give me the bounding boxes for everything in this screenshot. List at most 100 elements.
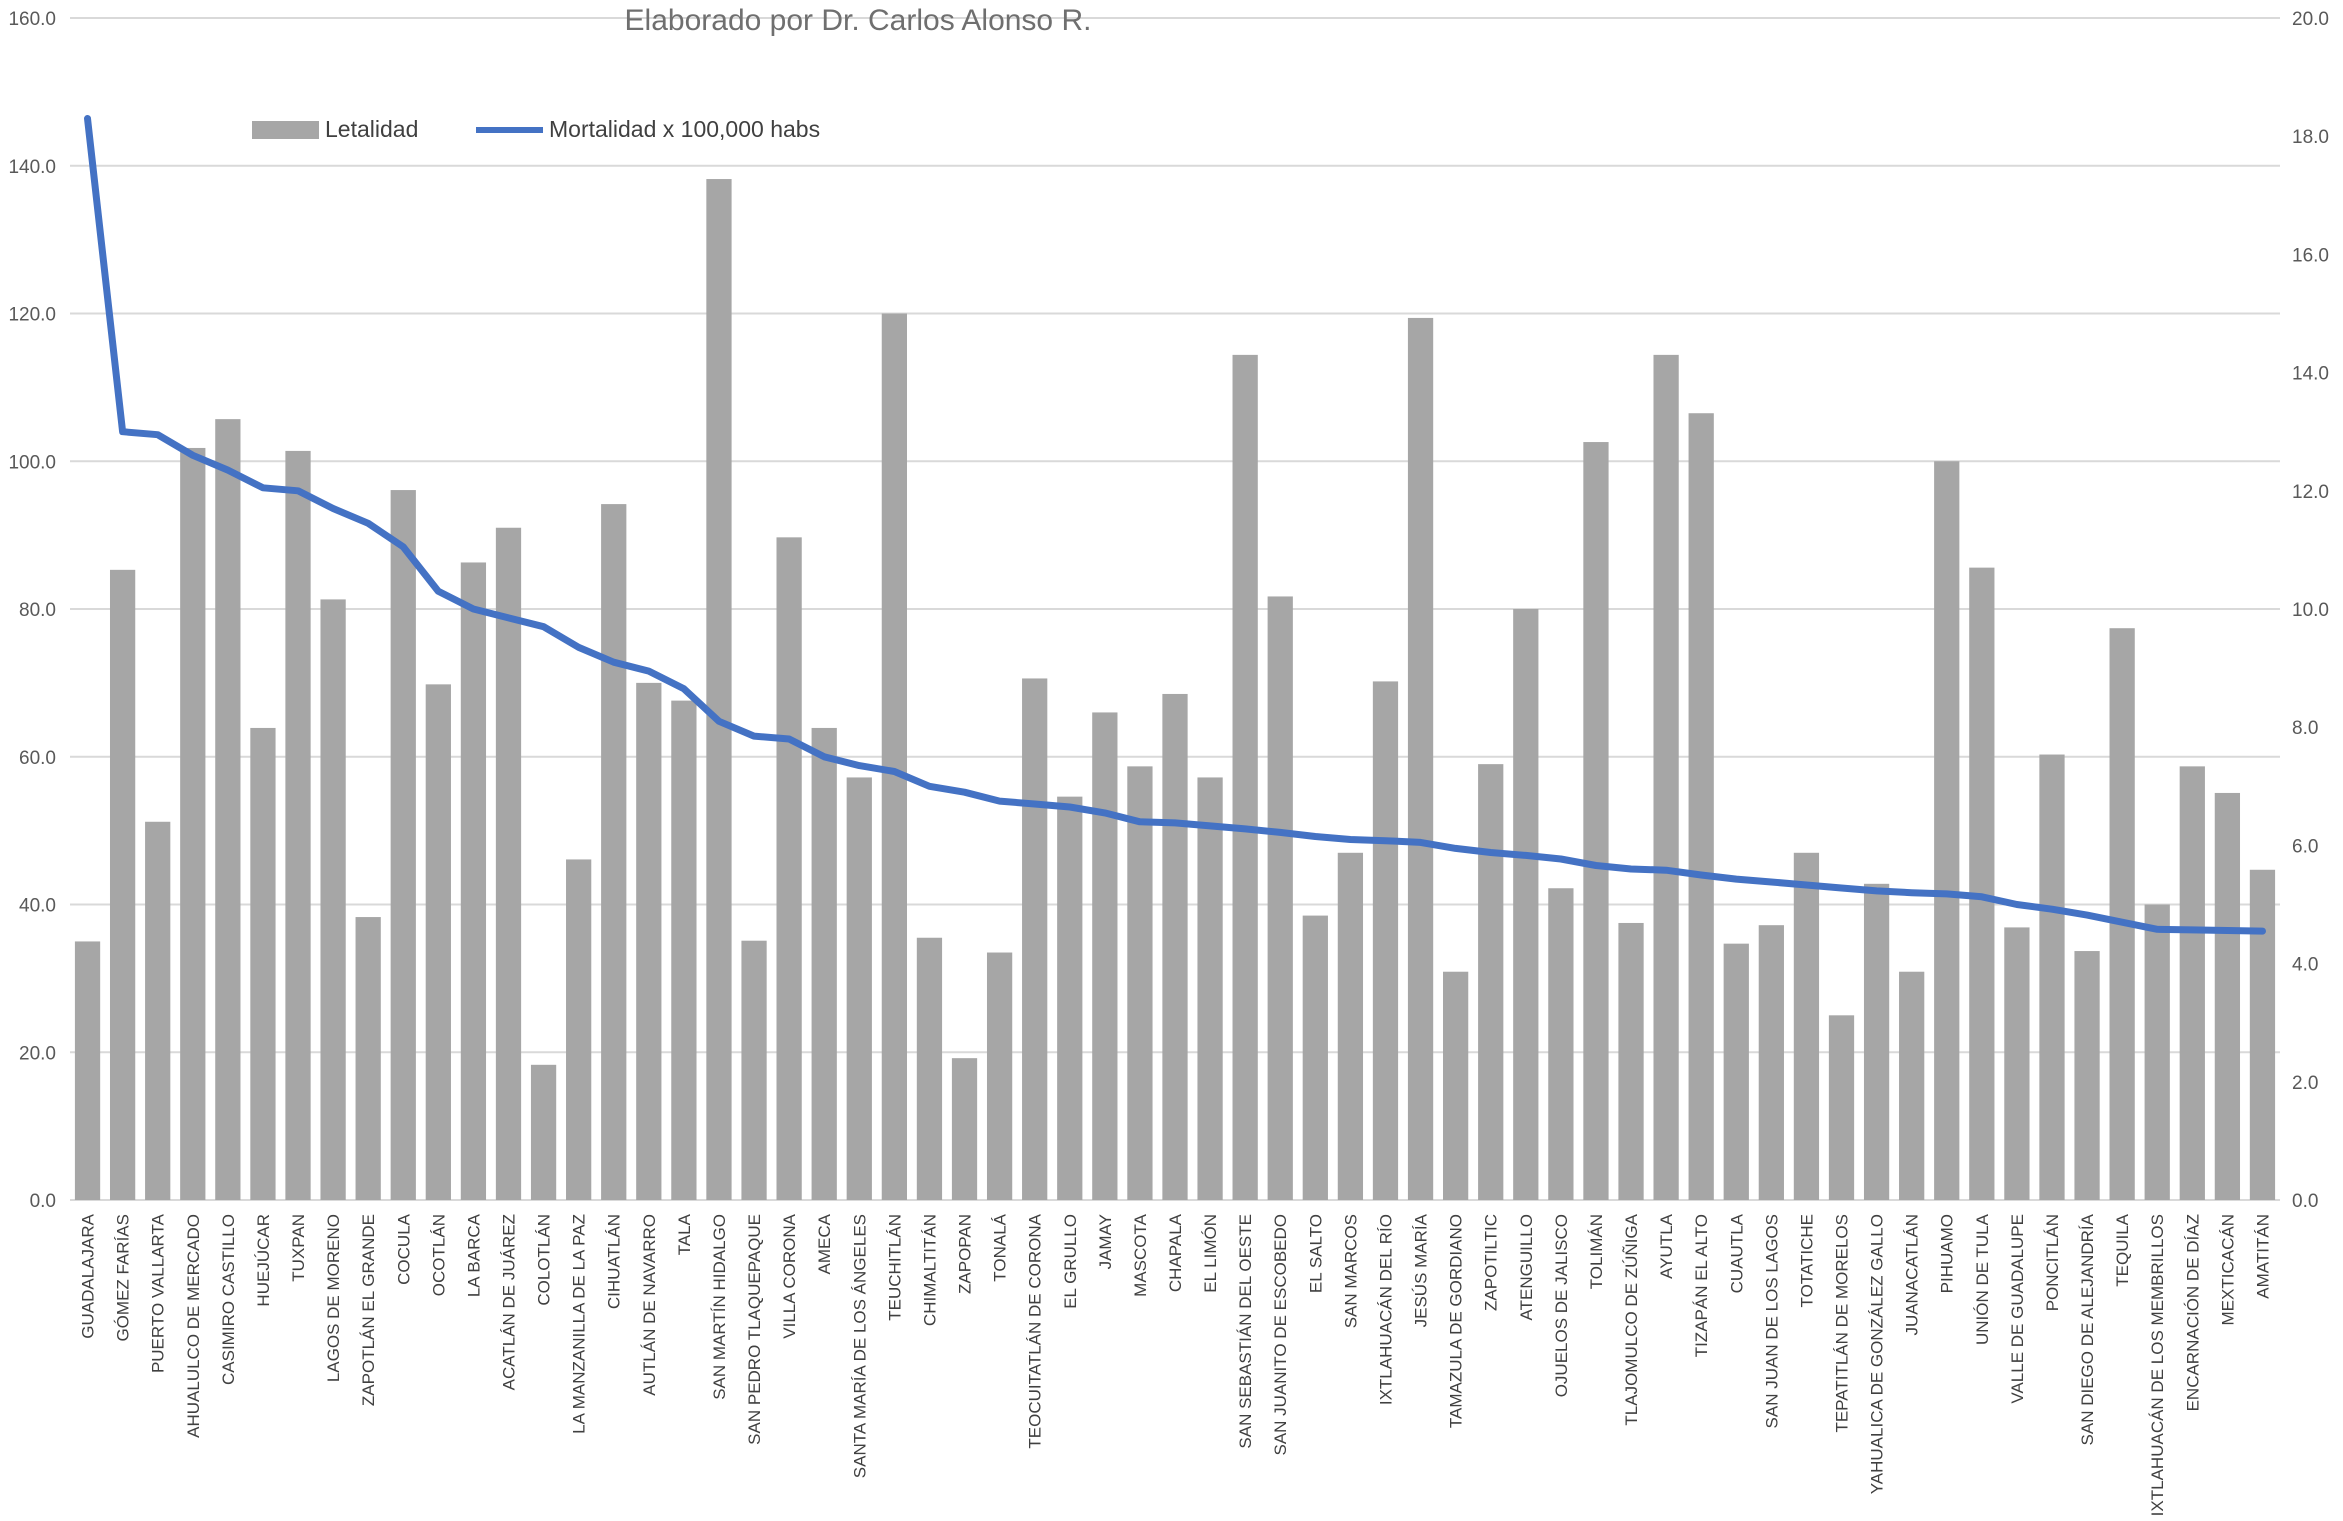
left-tick-label: 100.0	[8, 452, 56, 473]
category-label: ZAPOTLÁN EL GRANDE	[359, 1214, 378, 1406]
category-label: MEXTICACÁN	[2218, 1214, 2237, 1325]
category-label: ZAPOPAN	[956, 1214, 975, 1294]
right-tick-label: 18.0	[2292, 127, 2329, 148]
right-tick-label: 16.0	[2292, 245, 2329, 266]
category-label: COCULA	[394, 1213, 413, 1285]
category-label: TALA	[675, 1213, 694, 1255]
x-axis-category-labels: GUADALAJARA GÓMEZ FARÍAS PUERTO VALLARTA AH…	[79, 1213, 2273, 1516]
bar	[1162, 693, 1188, 1200]
bar	[215, 419, 241, 1200]
category-label: HUEJÚCAR	[254, 1214, 273, 1307]
category-label: MASCOTA	[1131, 1213, 1150, 1296]
bar	[951, 1058, 978, 1200]
category-label: CUAUTLA	[1727, 1213, 1746, 1293]
bar	[2074, 951, 2100, 1200]
right-tick-label: 20.0	[2292, 9, 2329, 30]
left-tick-label: 60.0	[19, 748, 56, 769]
bar	[460, 562, 487, 1200]
chart-title: Elaborado por Dr. Carlos Alonso R.	[625, 4, 1092, 37]
category-label: EL LIMÓN	[1201, 1214, 1220, 1293]
bar	[109, 569, 136, 1200]
right-tick-label: 10.0	[2292, 600, 2329, 621]
left-tick-label: 120.0	[8, 305, 56, 326]
bar	[2109, 628, 2135, 1200]
bar	[285, 450, 311, 1201]
category-label: ENCARNACIÓN DE DÍAZ	[2183, 1214, 2202, 1411]
bar	[495, 527, 522, 1200]
bar	[145, 821, 171, 1200]
category-label: CHAPALA	[1166, 1213, 1185, 1292]
category-label: TEPATITLÁN DE MORELOS	[1833, 1214, 1852, 1433]
bar	[2214, 792, 2241, 1200]
right-tick-label: 4.0	[2292, 955, 2318, 976]
category-label: LA BARCA	[464, 1213, 483, 1297]
category-label: SAN PEDRO TLAQUEPAQUE	[745, 1214, 764, 1445]
bar	[986, 952, 1013, 1200]
category-label: ZAPOTILTIC	[1482, 1214, 1501, 1311]
bar	[1302, 915, 1328, 1200]
bar	[1723, 943, 1749, 1200]
category-label: EL SALTO	[1306, 1214, 1325, 1293]
category-label: SAN MARCOS	[1341, 1214, 1360, 1328]
category-label: TONALÁ	[991, 1213, 1010, 1281]
category-label: TEQUILA	[2113, 1213, 2132, 1286]
mortality-line	[84, 115, 2266, 935]
category-label: AMECA	[815, 1213, 834, 1274]
category-label: VILLA CORONA	[780, 1213, 799, 1338]
bar	[1548, 888, 1574, 1200]
line-series-mortalidad	[84, 115, 2266, 935]
bar	[811, 727, 837, 1200]
category-label: SANTA MARÍA DE LOS ÁNGELES	[850, 1214, 869, 1478]
bar	[530, 1064, 557, 1200]
right-tick-label: 14.0	[2292, 364, 2329, 385]
bar	[2144, 904, 2170, 1200]
left-tick-label: 160.0	[8, 9, 56, 30]
category-label: IXTLAHUACÁN DE LOS MEMBRILLOS	[2148, 1214, 2167, 1516]
legend: Letalidad Mortalidad x 100,000 habs	[252, 116, 820, 142]
bar	[776, 537, 802, 1200]
legend-bar-swatch	[252, 121, 319, 139]
right-y-axis: 0.0 2.0 4.0 6.0 8.0 10.0 12.0 14.0 16.0 18.0 20.0	[2292, 9, 2329, 1212]
category-label: LA MANZANILLA DE LA PAZ	[570, 1214, 589, 1434]
bar	[1793, 852, 1820, 1200]
category-label: SAN MARTÍN HIDALGO	[710, 1214, 729, 1400]
left-tick-label: 140.0	[8, 157, 56, 178]
category-label: UNIÓN DE TULA	[1973, 1213, 1992, 1345]
bar	[601, 504, 627, 1200]
category-label: TUXPAN	[289, 1214, 308, 1282]
bar	[1513, 609, 1539, 1200]
bar	[1127, 766, 1153, 1200]
category-label: OCOTLÁN	[429, 1214, 448, 1296]
category-label: GUADALAJARA	[79, 1213, 98, 1338]
bar	[1232, 354, 1258, 1200]
bar	[881, 313, 907, 1200]
category-label: CHIMALTITÁN	[920, 1214, 939, 1326]
category-label: TEOCUITATLÁN DE CORONA	[1026, 1213, 1045, 1448]
category-label: SAN JUANITO DE ESCOBEDO	[1271, 1214, 1290, 1456]
bar	[320, 599, 346, 1200]
bar	[916, 937, 943, 1200]
category-label: ATENGUILLO	[1517, 1214, 1536, 1320]
category-label: TEUCHITLÁN	[885, 1214, 904, 1321]
bar	[1828, 1015, 1855, 1200]
bar	[1899, 971, 1925, 1200]
category-label: AHUALULCO DE MERCADO	[184, 1214, 203, 1438]
bar	[671, 700, 697, 1200]
bar	[1022, 678, 1048, 1200]
bar	[566, 859, 592, 1200]
category-label: VALLE DE GUADALUPE	[2008, 1214, 2027, 1404]
category-label: TLAJOMULCO DE ZÚÑIGA	[1622, 1213, 1641, 1425]
bar	[1758, 925, 1784, 1200]
bar	[1583, 442, 1609, 1201]
category-label: TOLIMÁN	[1587, 1214, 1606, 1289]
bar	[2004, 927, 2030, 1200]
category-label: CASIMIRO CASTILLO	[219, 1214, 238, 1385]
bar	[636, 682, 662, 1200]
category-label: ACATLÁN DE JUÁREZ	[499, 1214, 518, 1390]
bar	[355, 917, 381, 1200]
category-label: AMATITÁN	[2253, 1214, 2272, 1299]
category-label: CIHUATLÁN	[605, 1214, 624, 1309]
category-label: LAGOS DE MORENO	[324, 1214, 343, 1382]
bar	[1934, 461, 1960, 1200]
category-label: JUANACATLÁN	[1903, 1214, 1922, 1336]
